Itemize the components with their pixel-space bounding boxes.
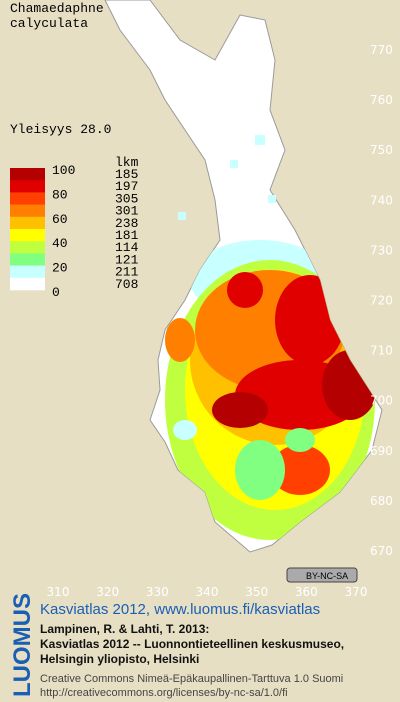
occurrence-cells <box>165 240 378 540</box>
logo: LUOMUS <box>9 593 36 697</box>
y-coordinate: 730 <box>370 243 393 257</box>
legend-count: 114 <box>115 240 139 255</box>
legend: lkm 100 80 60 40 20 0 185197305301238181114121… <box>10 155 139 300</box>
atlas-link[interactable]: Kasviatlas 2012, www.luomus.fi/kasviatla… <box>40 601 320 618</box>
x-coordinate: 310 <box>47 585 70 599</box>
x-coordinate: 360 <box>295 585 318 599</box>
legend-swatch <box>10 253 45 266</box>
y-coordinate: 760 <box>370 93 393 107</box>
legend-label: 80 <box>52 187 68 202</box>
x-coordinate: 370 <box>345 585 368 599</box>
y-coordinate: 700 <box>370 394 393 408</box>
x-coordinate: 350 <box>245 585 268 599</box>
legend-count: 197 <box>115 179 138 194</box>
legend-swatch <box>10 180 45 193</box>
legend-count: 211 <box>115 265 139 280</box>
y-coordinate: 690 <box>370 444 393 458</box>
frequency: Yleisyys 28.0 <box>10 122 111 137</box>
y-coordinate-labels: 770 760 750 740 730 720 710 700 690 680 670 <box>370 43 393 558</box>
citation: Lampinen, R. & Lahti, T. 2013: <box>40 622 209 636</box>
y-coordinate: 770 <box>370 43 393 57</box>
y-coordinate: 720 <box>370 294 393 308</box>
legend-swatch <box>10 241 45 254</box>
legend-label: 60 <box>52 212 68 227</box>
license-url[interactable]: http://creativecommons.org/licenses/by-n… <box>40 687 288 699</box>
legend-count: 238 <box>115 216 138 231</box>
y-coordinate: 750 <box>370 143 393 157</box>
legend-swatch <box>10 216 45 230</box>
legend-count: 185 <box>115 167 138 182</box>
legend-count: 708 <box>115 277 138 292</box>
scattered-cells <box>178 135 276 220</box>
legend-label: 0 <box>52 285 60 300</box>
legend-label: 20 <box>52 261 68 276</box>
legend-swatch <box>10 192 45 205</box>
x-coordinate: 320 <box>96 585 119 599</box>
legend-swatch <box>10 168 45 181</box>
badge-text: BY-NC-SA <box>306 571 348 581</box>
legend-count: 121 <box>115 252 139 267</box>
x-coordinate: 340 <box>196 585 219 599</box>
y-coordinate: 670 <box>370 544 393 558</box>
legend-count: 301 <box>115 204 139 219</box>
license-badge: BY-NC-SA <box>286 567 358 583</box>
legend-label: 100 <box>52 163 75 178</box>
count-header: lkm <box>115 155 139 170</box>
y-coordinate: 710 <box>370 344 393 358</box>
map <box>104 0 383 553</box>
x-coordinate-labels: 310 320 330 340 350 360 370 <box>47 585 368 599</box>
legend-count: 181 <box>115 228 139 243</box>
citation: Helsingin yliopisto, Helsinki <box>40 652 199 666</box>
legend-swatch <box>10 277 45 291</box>
legend-label: 40 <box>52 236 68 251</box>
license: Creative Commons Nimeä-Epäkaupallinen-Ta… <box>40 673 343 685</box>
legend-swatch <box>10 204 45 218</box>
legend-swatch <box>10 265 45 279</box>
x-coordinate: 330 <box>146 585 169 599</box>
y-coordinate: 680 <box>370 494 393 508</box>
y-coordinate: 740 <box>370 193 393 207</box>
species-name: Chamaedaphne calyculata <box>10 1 104 31</box>
legend-count: 305 <box>115 191 138 206</box>
citation: Kasviatlas 2012 -- Luonnontieteellinen k… <box>40 637 344 651</box>
legend-swatch <box>10 229 45 242</box>
